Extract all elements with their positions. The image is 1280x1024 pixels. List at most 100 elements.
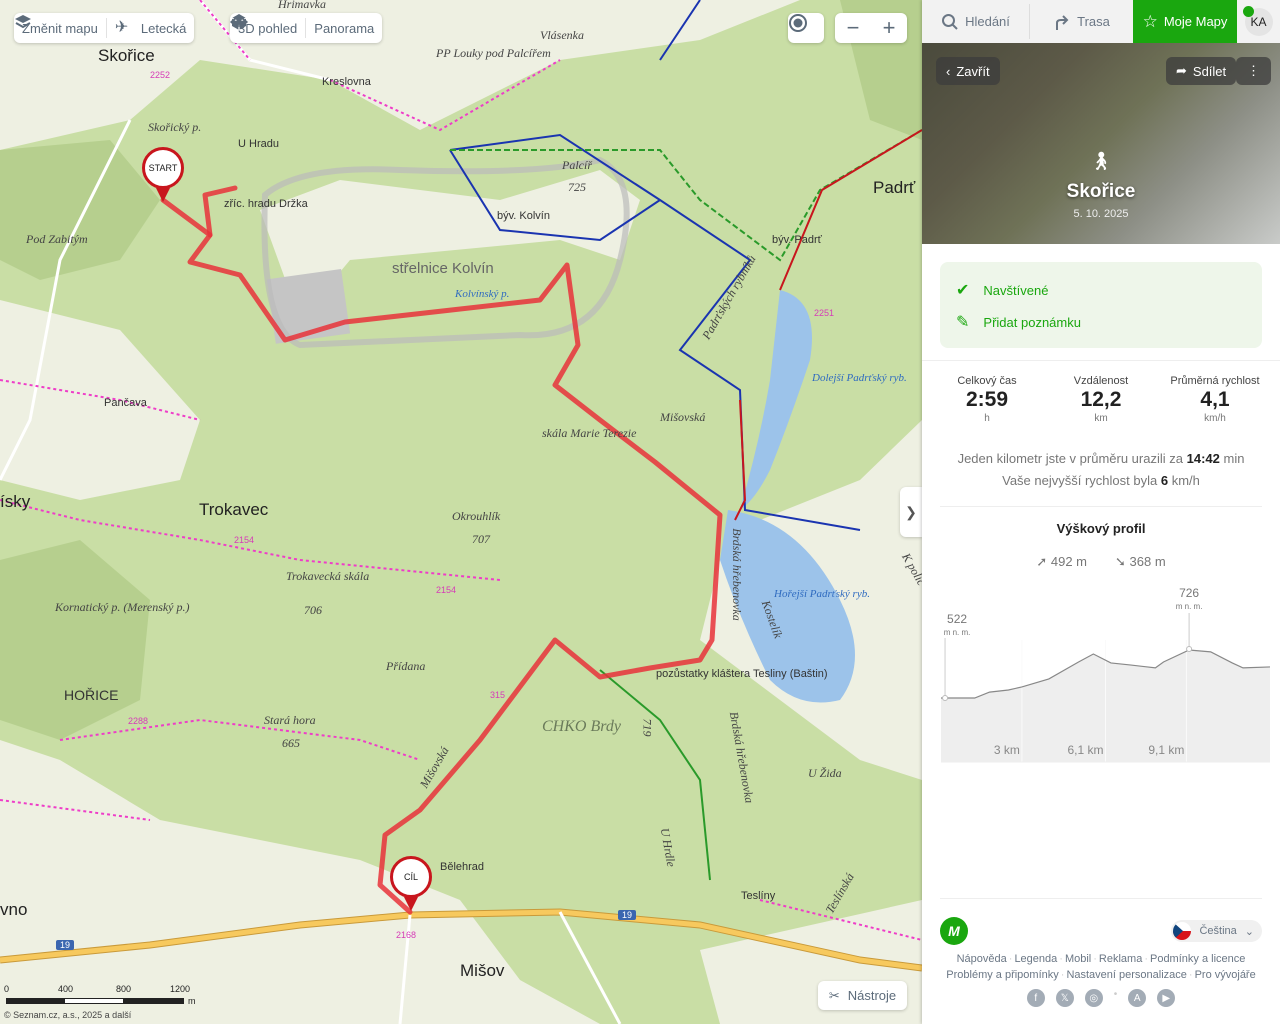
map-label[interactable]: Pančava	[104, 397, 147, 409]
map-label[interactable]: 725	[568, 180, 586, 194]
layers-icon	[15, 15, 31, 29]
x-tick-label: 3 km	[994, 743, 1020, 757]
share-button[interactable]: ➦ Sdílet	[1166, 57, 1237, 85]
map-label[interactable]: Mišovská	[660, 410, 706, 424]
map-label[interactable]: pozůstatky kláštera Tesliny (Baštin)	[656, 668, 828, 680]
locate-button[interactable]	[788, 13, 824, 43]
descent: ➘ 368 m	[1115, 554, 1166, 570]
map-label[interactable]: vno	[0, 900, 28, 919]
lake-dolejsi	[740, 290, 812, 510]
map-label[interactable]: Bělehrad	[440, 861, 485, 873]
map[interactable]: Skořice U Hradu Pod Zabitým zříc. hradu Drž…	[0, 0, 922, 1024]
zoom-out-button[interactable]: −	[846, 15, 860, 40]
footer-link[interactable]: Nápověda	[956, 953, 1007, 965]
lake-horejsi	[720, 510, 855, 703]
more-button[interactable]: ⋮	[1236, 57, 1271, 85]
map-label[interactable]: Kornatický p. (Merenský p.)	[55, 600, 190, 614]
map-label[interactable]: 707	[472, 532, 490, 546]
map-label[interactable]: Přídanа	[386, 659, 426, 673]
google-play-icon[interactable]: ▶	[1157, 989, 1176, 1007]
footer-link[interactable]: Pro vývojáře	[1194, 969, 1256, 981]
footer-link[interactable]: Nastavení personalizace	[1066, 969, 1187, 981]
aerial-label: Letecká	[140, 20, 187, 36]
map-label[interactable]: Brdská hřebenovka	[729, 528, 744, 621]
language-select[interactable]: Čeština ⌄	[1171, 920, 1262, 942]
start-marker[interactable]: START	[142, 147, 184, 202]
map-label[interactable]: Hořejší Padrťský ryb.	[774, 588, 870, 600]
max-speed-unit: km/h	[1171, 473, 1200, 488]
map-label[interactable]: Okrouhlík	[452, 509, 501, 523]
map-label[interactable]: skála Marie Terezie	[542, 426, 637, 440]
map-label[interactable]: U Žida	[808, 766, 842, 780]
facebook-icon[interactable]: f	[1026, 989, 1045, 1007]
map-label[interactable]: Dolejší Padrťský ryb.	[812, 372, 907, 384]
close-button[interactable]: ‹ Zavřít	[936, 57, 1000, 85]
visited-button[interactable]: ✔ Navštívené	[956, 274, 1246, 306]
map-label[interactable]: Skořický p.	[148, 120, 202, 134]
map-label[interactable]: býv. Padrť	[772, 234, 822, 246]
elevation-profile-chart[interactable]: 3 km 6,1 km 9,1 km 522 m n. m. 726 m n. m.	[922, 580, 1280, 770]
map-label[interactable]: Stará hora	[264, 713, 316, 727]
map-label[interactable]: Trokavec	[199, 500, 269, 519]
expand-panel-button[interactable]: ❯	[900, 487, 922, 537]
x-icon[interactable]: 𝕏	[1055, 989, 1074, 1007]
footer-link[interactable]: Mobil	[1064, 953, 1092, 965]
map-label[interactable]: střelnice Kolvín	[392, 260, 494, 277]
aerial-button[interactable]: ✈ Letecká	[107, 13, 195, 43]
premium-badge-icon	[1243, 6, 1254, 17]
share-label: Sdílet	[1192, 63, 1227, 79]
main-road	[0, 908, 922, 972]
map-label[interactable]: Hrimavka	[278, 0, 326, 11]
tools-label: Nástroje	[847, 988, 897, 1003]
x-tick-label: 9,1 km	[1148, 743, 1184, 757]
copyright[interactable]: © Seznam.cz, a.s., 2025 a další	[4, 1010, 132, 1020]
map-label[interactable]: Skořice	[98, 46, 155, 65]
panorama-button[interactable]: Panorama	[230, 13, 382, 43]
chevron-right-icon: ❯	[905, 503, 917, 520]
map-label[interactable]: býv. Kolvín	[497, 210, 550, 222]
footer-link[interactable]: Reklama	[1098, 953, 1143, 965]
footer-link[interactable]: Podmínky a licence	[1149, 953, 1246, 965]
tab-search-label: Hledání	[965, 14, 1010, 29]
tab-search[interactable]: Hledání	[922, 0, 1029, 43]
map-label[interactable]: zříc. hradu Držka	[224, 198, 308, 210]
map-label[interactable]: Mišov	[460, 961, 505, 980]
map-label[interactable]: U Hradu	[238, 138, 279, 150]
add-note-button[interactable]: ✎ Přidat poznámku	[956, 306, 1246, 338]
tab-my-maps[interactable]: ☆ Moje Mapy	[1133, 0, 1237, 43]
app-store-icon[interactable]: A	[1128, 989, 1147, 1007]
map-label[interactable]: Trokavecká skála	[286, 569, 370, 583]
mapy-logo[interactable]: M	[940, 917, 968, 945]
check-badge-icon: ✔	[956, 282, 970, 299]
map-label[interactable]: Padrť	[873, 178, 916, 197]
footer-link[interactable]: Problémy a připomínky	[946, 969, 1059, 981]
finish-marker[interactable]: CÍL	[390, 856, 432, 911]
map-label[interactable]: Kolvínský p.	[455, 288, 510, 300]
map-label[interactable]: Teslíny	[741, 890, 776, 902]
map-label[interactable]: Palcíř	[562, 158, 592, 172]
share-icon: ➦	[1176, 63, 1187, 78]
instagram-icon[interactable]: ◎	[1084, 989, 1103, 1007]
footer-link[interactable]: Legenda	[1014, 953, 1058, 965]
map-label[interactable]: CHKO Brdy	[542, 718, 621, 735]
map-label[interactable]: ísky	[0, 492, 31, 511]
chevron-left-icon: ‹	[946, 63, 951, 79]
zoom-in-button[interactable]: +	[882, 15, 896, 40]
tools-button[interactable]: ✂ Nástroje	[818, 981, 907, 1010]
actions-card: ✔ Navštívené ✎ Přidat poznámku	[940, 262, 1262, 348]
road-number: 315	[490, 690, 506, 700]
tab-route[interactable]: Trasa	[1030, 0, 1133, 43]
edit-icon: ✎	[956, 314, 970, 331]
stat-unit: h	[984, 413, 990, 424]
map-label[interactable]: Vlásenka	[540, 28, 584, 42]
map-label[interactable]: Kreslovna	[322, 76, 371, 88]
scale-tick: 1200	[170, 984, 191, 994]
change-map-button[interactable]: Změnit mapu	[14, 13, 106, 43]
road-number: 2251	[814, 308, 835, 318]
map-label[interactable]: 706	[304, 603, 322, 617]
map-label[interactable]: HOŘICE	[64, 687, 119, 703]
map-label[interactable]: PP Louky pod Palcířem	[436, 46, 551, 60]
map-label[interactable]: 719	[640, 718, 655, 737]
map-label[interactable]: Pod Zabitým	[26, 232, 88, 246]
map-label[interactable]: 665	[282, 736, 300, 750]
